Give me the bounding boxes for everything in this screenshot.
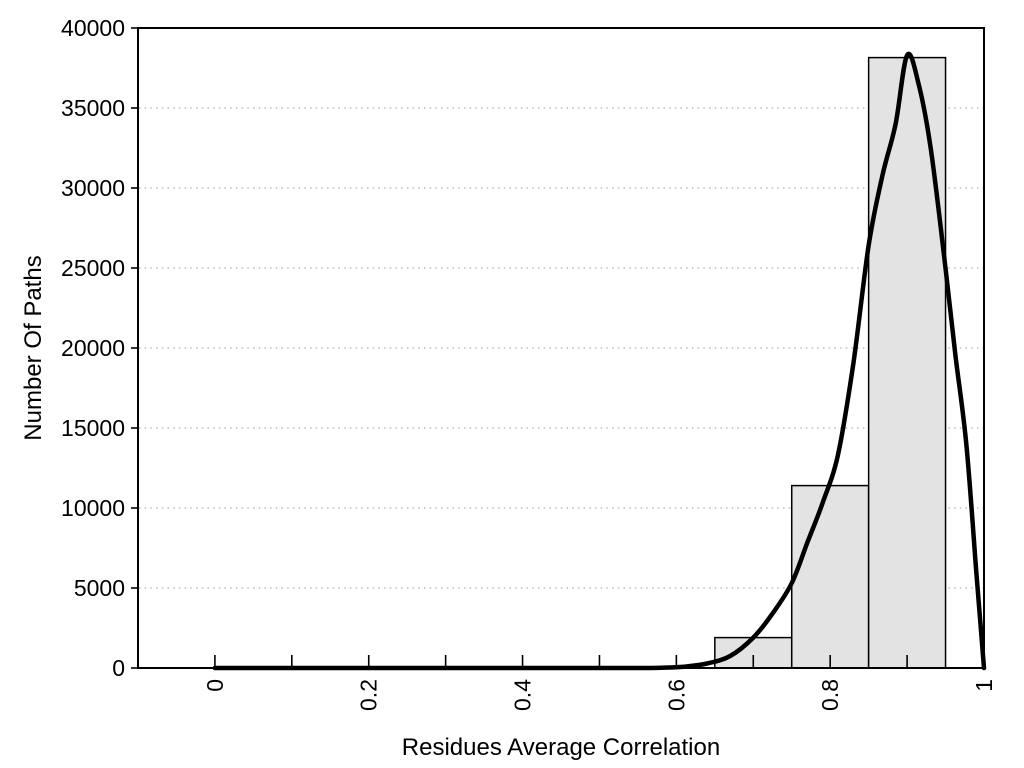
histogram-bar	[867, 56, 947, 669]
y-tick-label: 5000	[74, 575, 125, 601]
y-tick-label: 15000	[61, 415, 125, 441]
y-axis-title: Number Of Paths	[20, 255, 47, 441]
y-tick-label: 30000	[61, 175, 125, 201]
fit-curve	[212, 51, 987, 671]
y-tick-label: 35000	[61, 95, 125, 121]
x-tick-label: 0.2	[356, 679, 382, 711]
y-tick-label: 0	[112, 655, 125, 681]
y-tick-label: 20000	[61, 335, 125, 361]
x-tick-label: 0.4	[510, 679, 536, 711]
x-tick-label: 1	[971, 679, 997, 692]
histogram-bar	[790, 484, 870, 669]
y-tick-label: 25000	[61, 255, 125, 281]
x-axis-title: Residues Average Correlation	[401, 734, 721, 761]
y-tick-label: 40000	[61, 15, 125, 41]
x-tick-label: 0.8	[817, 679, 843, 711]
x-tick-label: 0	[202, 679, 228, 692]
y-tick-label: 10000	[61, 495, 125, 521]
x-tick-label: 0.6	[663, 679, 689, 711]
